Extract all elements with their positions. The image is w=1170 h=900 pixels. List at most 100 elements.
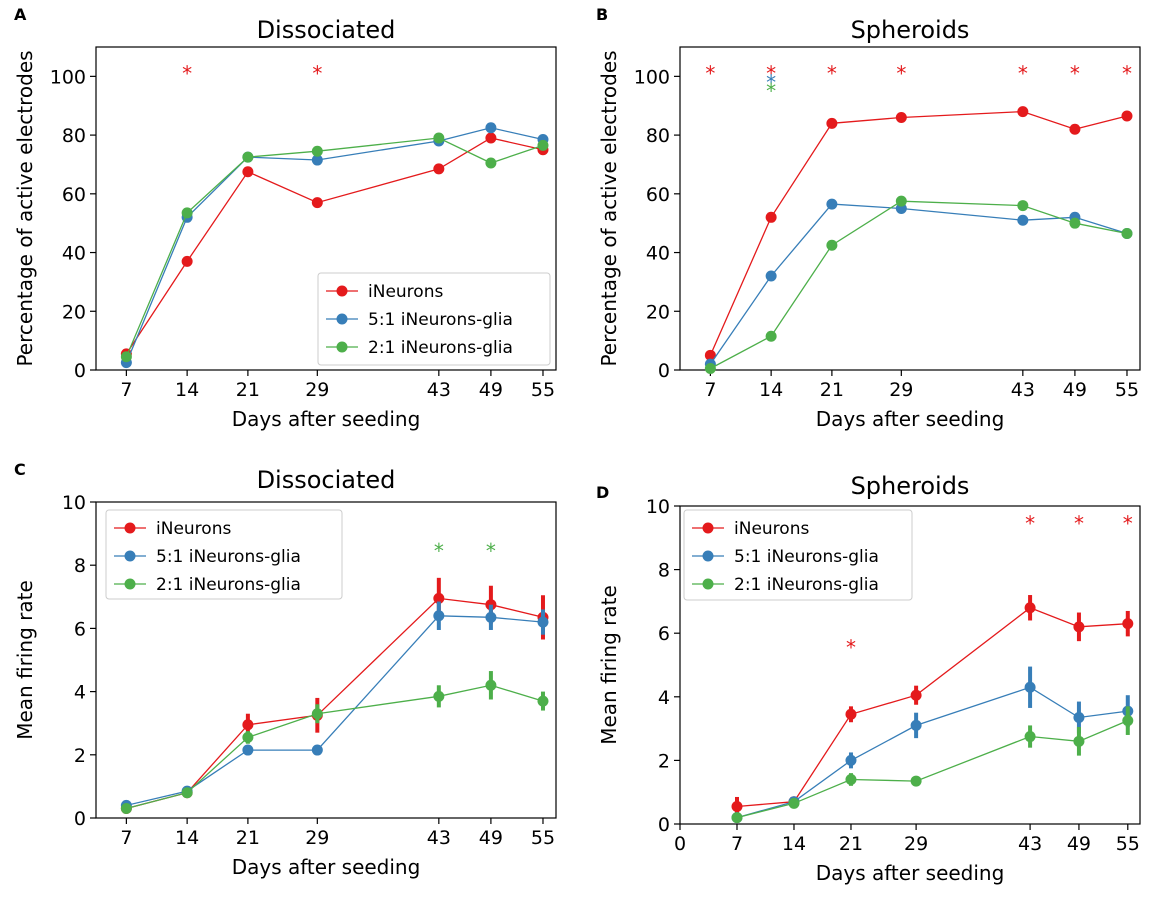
x-tick-label: 7 [731,833,743,855]
legend-swatch-marker [702,578,714,590]
y-tick-label: 0 [74,360,86,382]
significance-marker: * [312,61,322,85]
y-tick-label: 60 [646,184,670,206]
data-point [433,163,445,175]
significance-marker: * [766,79,776,103]
series-line [710,200,1128,370]
data-point [1073,711,1085,723]
data-point [845,708,857,720]
x-tick-label: 55 [531,827,555,849]
legend: iNeurons 5:1 iNeurons-glia 2:1 iNeurons-gl… [317,272,551,366]
data-point [765,330,777,342]
chart-panel-a: A Dissociated 7 14 21 29 43 49 55 0 20 40 60 80 100 Day… [13,5,557,431]
data-point [311,708,323,720]
x-tick-label: 29 [889,379,913,401]
y-tick-label: 80 [62,125,86,147]
significance-marker: * [434,539,444,563]
y-tick-label: 60 [62,184,86,206]
data-point [242,744,254,756]
y-tick-label: 8 [658,560,670,582]
significance-marker: * [1122,61,1132,85]
x-tick-label: 49 [479,379,503,401]
data-point [433,690,445,702]
data-point [485,679,497,691]
y-tick-label: 2 [74,745,86,767]
series-ineurons [731,595,1134,817]
data-point [485,122,497,134]
y-tick-label: 100 [634,66,670,88]
x-tick-label: 14 [782,833,806,855]
data-point [242,166,254,178]
x-tick-label: 55 [531,379,555,401]
data-point [1069,123,1081,135]
y-tick-label: 80 [646,125,670,147]
axes-frame [95,501,557,819]
legend-label: 5:1 iNeurons-glia [368,310,513,330]
data-point [1122,715,1134,727]
panel-letter: C [14,460,26,479]
x-tick-label: 29 [305,379,329,401]
data-point [826,198,838,210]
data-point [910,775,922,787]
series-line [709,110,1128,356]
x-tick-label: 49 [1063,379,1087,401]
legend-swatch-marker [336,313,348,325]
y-tick-label: 0 [658,360,670,382]
legend-frame [317,272,551,366]
x-tick-label: 7 [120,379,132,401]
significance-marker: * [1070,61,1080,85]
data-point [1017,214,1029,226]
axes-frame [95,46,557,371]
legend: iNeurons 5:1 iNeurons-glia 2:1 iNeurons-gl… [105,509,343,600]
data-point [120,351,132,363]
panel-letter: B [596,5,608,24]
data-point [765,211,777,223]
legend-swatch-marker [124,578,136,590]
series-ineurons [120,577,549,815]
legend-swatch-marker [702,522,714,534]
data-point [311,154,323,166]
legend-label: iNeurons [156,519,231,539]
legend-swatch-marker [336,285,348,297]
series-5-1-ineurons-glia [704,198,1133,370]
y-tick-label: 20 [62,301,86,323]
data-point [537,616,549,628]
data-point [181,207,193,219]
data-point [1069,217,1081,229]
y-tick-label: 10 [62,492,86,514]
legend-swatch-marker [124,550,136,562]
data-point [311,145,323,157]
data-point [242,151,254,163]
data-point [826,117,838,129]
data-point [826,239,838,251]
data-point [910,689,922,701]
significance-marker: * [827,61,837,85]
data-point [485,132,497,144]
data-point [788,797,800,809]
significance-marker: * [766,61,776,85]
x-tick-label: 49 [1067,833,1091,855]
data-point [1121,227,1133,239]
x-tick-label: 29 [904,833,928,855]
chart-title: Spheroids [851,16,970,44]
y-tick-label: 2 [658,750,670,772]
data-point [1073,735,1085,747]
legend-frame [683,509,913,601]
legend-label: 5:1 iNeurons-glia [156,547,301,567]
y-axis-label: Mean firing rate [597,585,621,745]
data-point [704,349,716,361]
chart-title: Dissociated [257,16,396,44]
data-point [1017,200,1029,212]
data-point [181,255,193,267]
series-ineurons [704,106,1133,361]
significance-marker: * [1123,511,1133,535]
x-axis-label: Days after seeding [232,407,421,431]
x-tick-label: 21 [820,379,844,401]
data-point [120,803,132,815]
data-point [910,719,922,731]
data-point [311,744,323,756]
legend-swatch-marker [702,550,714,562]
legend-frame [105,509,343,600]
data-point [1017,106,1029,118]
significance-marker: * [896,61,906,85]
